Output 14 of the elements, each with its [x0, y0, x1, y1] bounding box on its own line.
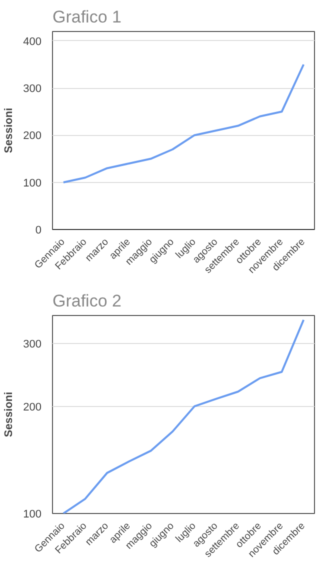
chart-title: Grafico 1 [52, 8, 122, 26]
chart-title: Grafico 2 [52, 292, 122, 310]
y-tick-label: 100 [23, 508, 42, 520]
y-tick-label: 100 [23, 177, 42, 190]
y-axis-title: Sessioni [3, 108, 16, 154]
y-tick-label: 0 [35, 224, 42, 236]
line-series [62, 64, 305, 184]
line-series [62, 318, 305, 514]
y-tick-label: 400 [23, 36, 42, 48]
y-tick-label: 300 [23, 83, 42, 96]
y-axis-title: Sessioni [3, 392, 16, 438]
y-tick-label: 200 [23, 130, 42, 142]
y-tick-label: 300 [23, 338, 42, 351]
y-tick-label: 200 [23, 401, 42, 414]
